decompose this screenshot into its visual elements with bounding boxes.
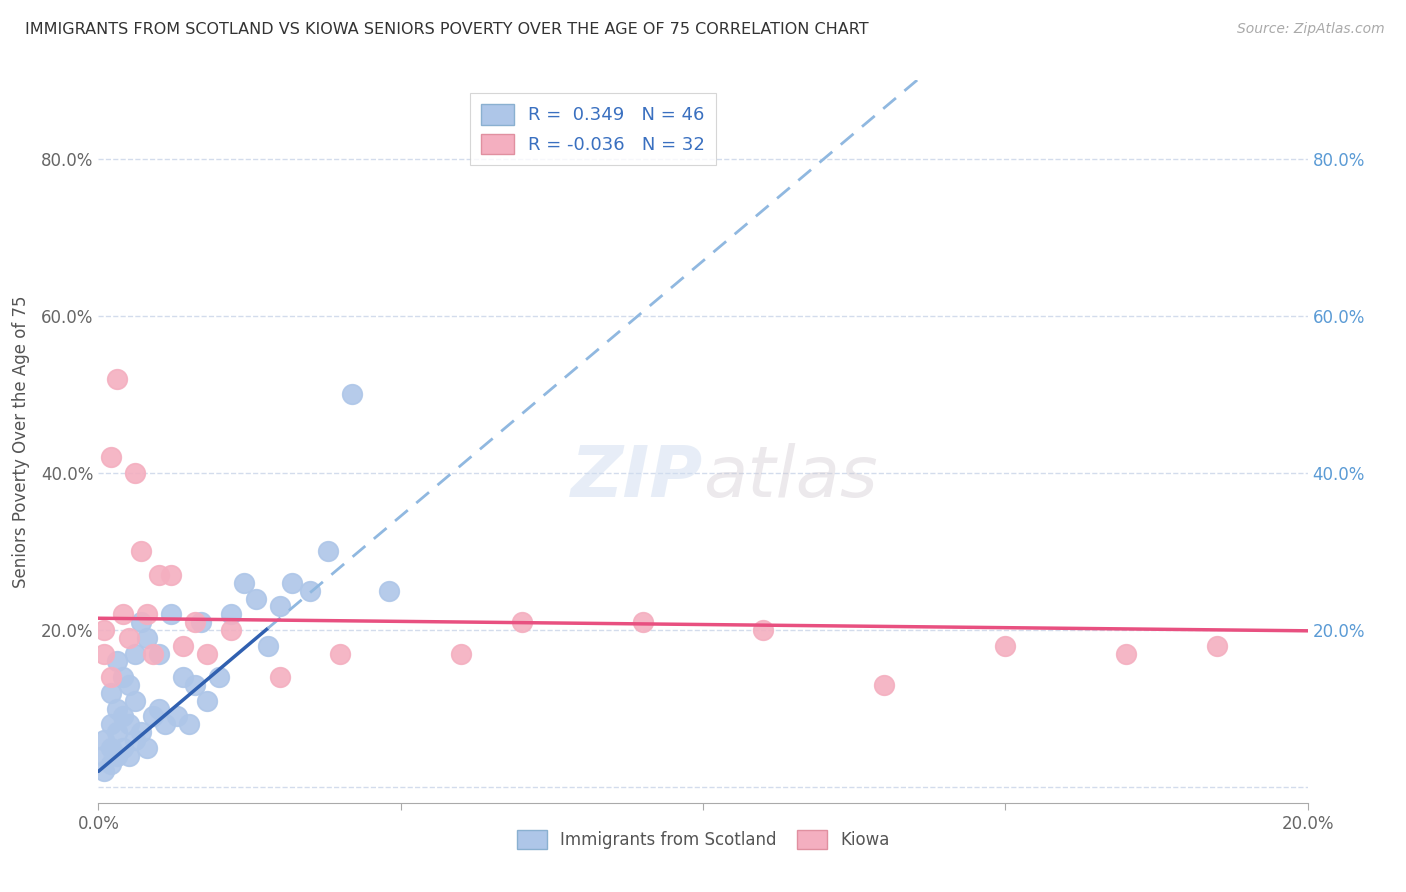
Point [129, 615, 152, 630]
Point [100, 756, 122, 771]
Point [129, 725, 152, 739]
Point [93, 733, 115, 747]
Point [342, 387, 364, 401]
Point [1115, 647, 1137, 661]
Point [135, 740, 157, 755]
Point [172, 639, 194, 653]
Point [100, 717, 122, 731]
Point [232, 575, 254, 590]
Point [124, 466, 146, 480]
Point [631, 615, 654, 630]
Point [221, 623, 243, 637]
Point [111, 709, 134, 723]
Point [245, 591, 267, 606]
Point [299, 583, 322, 598]
Point [100, 670, 122, 684]
Text: ZIP: ZIP [571, 443, 703, 512]
Point [105, 748, 128, 763]
Point [111, 607, 134, 622]
Point [269, 599, 291, 614]
Point [100, 450, 122, 465]
Point [184, 615, 207, 630]
Point [105, 701, 128, 715]
Point [93, 623, 115, 637]
Y-axis label: Seniors Poverty Over the Age of 75: Seniors Poverty Over the Age of 75 [11, 295, 30, 588]
Point [148, 568, 170, 582]
Point [142, 709, 165, 723]
Point [124, 647, 146, 661]
Point [142, 647, 165, 661]
Point [111, 740, 134, 755]
Point [281, 575, 304, 590]
Point [93, 647, 115, 661]
Point [195, 647, 218, 661]
Point [129, 544, 152, 558]
Point [160, 568, 183, 582]
Point [1206, 639, 1229, 653]
Point [377, 583, 399, 598]
Point [105, 655, 128, 669]
Point [752, 623, 775, 637]
Text: IMMIGRANTS FROM SCOTLAND VS KIOWA SENIORS POVERTY OVER THE AGE OF 75 CORRELATION: IMMIGRANTS FROM SCOTLAND VS KIOWA SENIOR… [25, 22, 869, 37]
Point [190, 615, 212, 630]
Point [166, 709, 188, 723]
Point [135, 607, 157, 622]
Point [179, 717, 201, 731]
Point [269, 670, 291, 684]
Point [118, 748, 141, 763]
Point [148, 701, 170, 715]
Point [450, 647, 472, 661]
Point [994, 639, 1017, 653]
Point [184, 678, 207, 692]
Point [100, 686, 122, 700]
Point [118, 717, 141, 731]
Point [873, 678, 896, 692]
Point [256, 639, 278, 653]
Point [93, 764, 115, 779]
Point [105, 725, 128, 739]
Point [118, 631, 141, 645]
Point [124, 733, 146, 747]
Text: atlas: atlas [703, 443, 877, 512]
Point [172, 670, 194, 684]
Point [93, 748, 115, 763]
Point [316, 544, 339, 558]
Point [105, 372, 128, 386]
Point [111, 670, 134, 684]
Point [153, 717, 176, 731]
Point [118, 678, 141, 692]
Point [124, 694, 146, 708]
Point [160, 607, 183, 622]
Point [208, 670, 231, 684]
Point [510, 615, 533, 630]
Point [195, 694, 218, 708]
Point [148, 647, 170, 661]
Point [100, 740, 122, 755]
Point [221, 607, 243, 622]
Text: Source: ZipAtlas.com: Source: ZipAtlas.com [1237, 22, 1385, 37]
Point [329, 647, 352, 661]
Legend: Immigrants from Scotland, Kiowa: Immigrants from Scotland, Kiowa [510, 823, 896, 856]
Point [135, 631, 157, 645]
